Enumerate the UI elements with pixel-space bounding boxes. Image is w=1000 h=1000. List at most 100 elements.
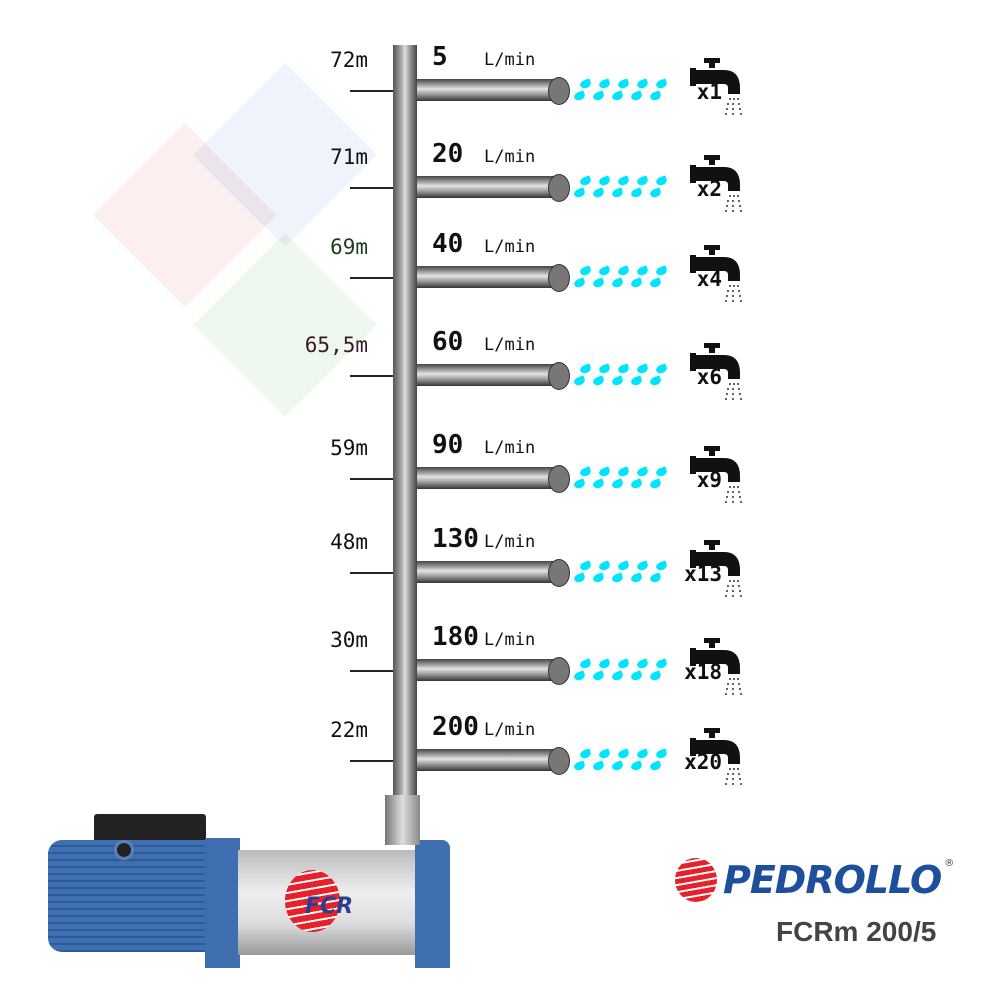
water-drop xyxy=(597,363,612,375)
flow-value: 20 xyxy=(432,139,464,169)
flow-unit: L/min xyxy=(484,147,536,167)
water-drop xyxy=(610,478,625,490)
water-drop xyxy=(591,572,606,584)
flow-label: 5 L/min xyxy=(432,42,535,72)
outlet-row: 72m 5 L/min x1 xyxy=(0,42,1000,126)
water-drop xyxy=(648,478,663,490)
water-drop xyxy=(648,277,663,289)
water-drop xyxy=(578,466,593,478)
flow-value: 90 xyxy=(432,430,464,460)
water-drop xyxy=(635,265,650,277)
water-spray xyxy=(572,466,669,492)
water-drop xyxy=(597,175,612,187)
water-drop xyxy=(616,748,631,760)
pipe-end-cap xyxy=(548,174,570,202)
water-drop xyxy=(635,175,650,187)
water-drop xyxy=(591,670,606,682)
pump-flange-right xyxy=(415,840,450,968)
pump-terminal-box xyxy=(94,814,206,842)
height-label: 59m xyxy=(330,436,368,460)
pump-motor-plug xyxy=(114,840,134,860)
water-drop xyxy=(610,90,625,102)
water-drop xyxy=(597,748,612,760)
water-drop xyxy=(578,658,593,670)
outlet-row: 59m 90 L/min x9 xyxy=(0,430,1000,514)
water-spray xyxy=(572,78,669,104)
height-label: 65,5m xyxy=(304,333,368,357)
height-marker-line xyxy=(350,478,393,480)
height-marker-line xyxy=(350,572,393,574)
registered-mark: ® xyxy=(944,858,955,869)
faucet-icon xyxy=(690,155,750,215)
water-drop xyxy=(616,175,631,187)
tap-count: x6 xyxy=(696,365,722,389)
pipe-end-cap xyxy=(548,559,570,587)
pump-flange-left xyxy=(205,838,240,968)
brand-name: PEDROLLO xyxy=(723,858,942,902)
faucet-icon xyxy=(690,245,750,305)
outlet-row: 65,5m 60 L/min x6 xyxy=(0,327,1000,411)
faucet-icon xyxy=(690,638,750,698)
flow-value: 130 xyxy=(432,524,479,554)
water-drop xyxy=(648,572,663,584)
flow-unit: L/min xyxy=(484,50,536,70)
water-drop xyxy=(572,187,587,199)
height-label: 71m xyxy=(330,145,368,169)
height-marker-line xyxy=(350,760,393,762)
water-drop xyxy=(616,363,631,375)
water-drop xyxy=(597,78,612,90)
water-drop xyxy=(610,277,625,289)
pump-outlet-fitting xyxy=(385,795,420,845)
height-label: 69m xyxy=(330,235,368,259)
flow-label: 180 L/min xyxy=(432,622,535,652)
vertical-riser-pipe xyxy=(393,45,417,805)
outlet-row: 22m 200 L/min x20 xyxy=(0,712,1000,796)
water-drop xyxy=(610,375,625,387)
tap-count: x1 xyxy=(696,80,722,104)
tap-count: x9 xyxy=(696,468,722,492)
faucet-icon xyxy=(690,343,750,403)
tap-count: x2 xyxy=(696,177,722,201)
water-drop xyxy=(597,560,612,572)
water-spray xyxy=(572,560,669,586)
water-drop xyxy=(597,658,612,670)
flow-label: 60 L/min xyxy=(432,327,535,357)
water-drop xyxy=(591,90,606,102)
faucet-icon xyxy=(690,728,750,788)
water-drop xyxy=(648,670,663,682)
water-drop xyxy=(610,670,625,682)
water-drop xyxy=(591,760,606,772)
water-drop xyxy=(578,363,593,375)
water-drop xyxy=(648,187,663,199)
flow-value: 40 xyxy=(432,229,464,259)
water-drop xyxy=(616,560,631,572)
water-drop xyxy=(629,478,644,490)
water-drop xyxy=(629,760,644,772)
water-drop xyxy=(635,466,650,478)
water-spray xyxy=(572,265,669,291)
flow-label: 90 L/min xyxy=(432,430,535,460)
water-drop xyxy=(591,478,606,490)
outlet-pipe xyxy=(417,176,557,198)
pipe-end-cap xyxy=(548,264,570,292)
water-drop xyxy=(616,265,631,277)
water-drop xyxy=(578,265,593,277)
flow-value: 180 xyxy=(432,622,479,652)
water-drop xyxy=(572,572,587,584)
flow-label: 40 L/min xyxy=(432,229,535,259)
water-spray xyxy=(572,658,669,684)
height-marker-line xyxy=(350,277,393,279)
water-drop xyxy=(597,466,612,478)
water-drop xyxy=(597,265,612,277)
water-drop xyxy=(572,478,587,490)
water-drop xyxy=(572,277,587,289)
water-drop xyxy=(578,560,593,572)
fcr-badge-text: FCR xyxy=(305,894,354,919)
outlet-pipe xyxy=(417,659,557,681)
tap-count: x20 xyxy=(684,750,722,774)
water-drop xyxy=(629,375,644,387)
water-drop xyxy=(629,277,644,289)
water-drop xyxy=(591,187,606,199)
height-marker-line xyxy=(350,375,393,377)
outlet-pipe xyxy=(417,364,557,386)
